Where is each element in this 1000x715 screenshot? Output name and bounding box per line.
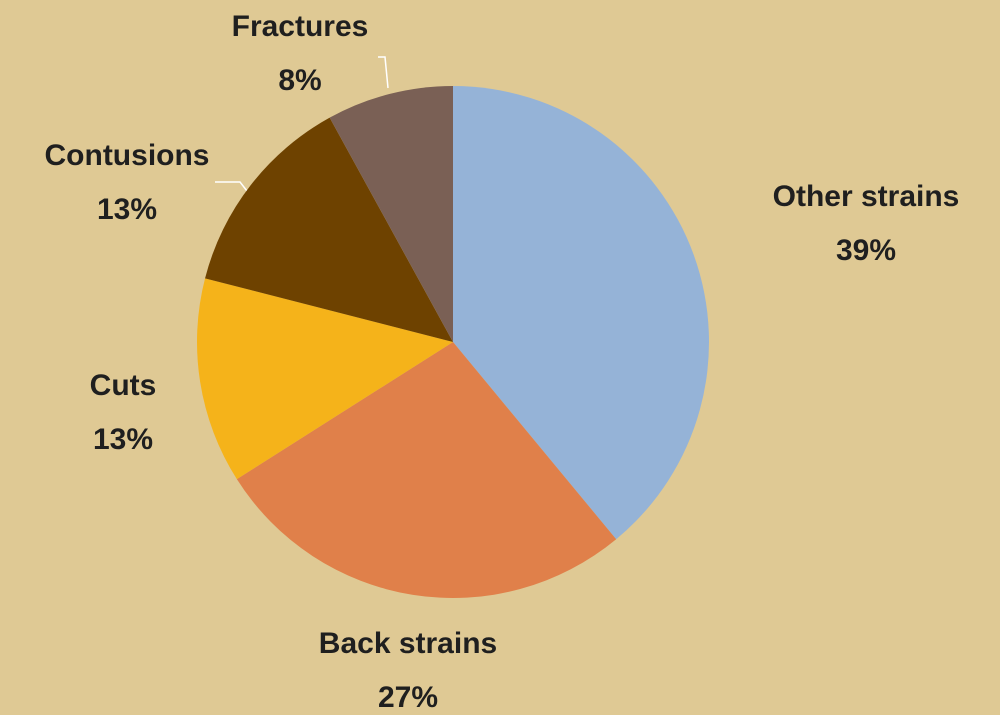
slice-label: Contusions xyxy=(45,139,210,172)
pie-slice xyxy=(197,278,453,480)
pie-slice xyxy=(329,86,453,342)
slice-value-label: 27% xyxy=(378,681,438,714)
leader-line xyxy=(378,56,389,89)
slice-value-label: 13% xyxy=(97,193,157,226)
leader-line xyxy=(215,181,248,192)
slice-value-label: 13% xyxy=(93,423,153,456)
pie-slice xyxy=(205,117,453,342)
pie-slice xyxy=(236,342,617,598)
slice-label: Cuts xyxy=(90,369,157,402)
slice-label: Fractures xyxy=(232,10,369,43)
slice-label: Back strains xyxy=(319,627,497,660)
slice-value-label: 39% xyxy=(836,234,896,267)
slice-label: Other strains xyxy=(773,180,960,213)
pie-slice xyxy=(453,86,709,540)
slice-value-label: 8% xyxy=(278,64,321,97)
